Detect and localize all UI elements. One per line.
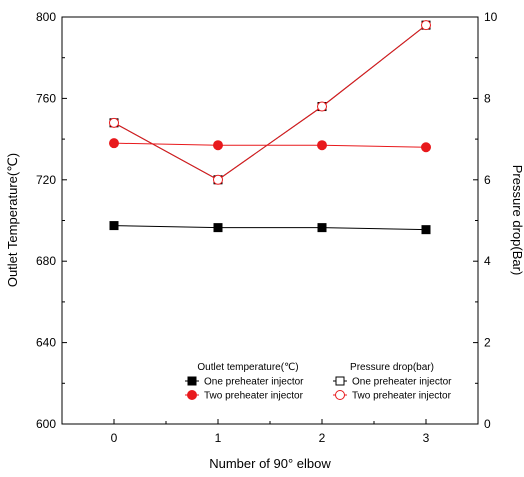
left-y-tick-label: 760	[36, 91, 56, 105]
series-layer	[109, 20, 431, 235]
series-line	[113, 24, 427, 181]
legend-marker	[335, 376, 345, 386]
left-y-tick-label: 800	[36, 10, 56, 24]
data-point	[421, 225, 431, 235]
right-y-tick-label: 2	[484, 336, 491, 350]
data-point	[109, 117, 119, 128]
right-y-tick-label: 0	[484, 417, 491, 431]
data-point	[317, 140, 327, 151]
legend-label: One preheater injector	[204, 377, 304, 388]
x-tick-label: 2	[319, 431, 326, 445]
legend-label: Two preheater injector	[352, 391, 452, 402]
series-line	[113, 24, 427, 181]
data-point	[421, 142, 431, 153]
legend-group-title: Pressure drop(bar)	[350, 362, 434, 373]
left-y-tick-label: 680	[36, 254, 56, 268]
right-y-tick-label: 6	[484, 173, 491, 187]
series-left-square	[109, 221, 431, 235]
series-left-circle	[109, 138, 431, 153]
left-y-axis-title: Outlet Temperature(℃)	[5, 153, 20, 287]
data-point	[213, 140, 223, 151]
x-tick-label: 0	[111, 431, 118, 445]
right-y-tick-label: 10	[484, 10, 498, 24]
right-y-tick-label: 4	[484, 254, 491, 268]
axis-ticks: 0 1 2 3 600 640 680 720 760 800 0 2 4 6 8 10	[36, 10, 498, 445]
data-point	[109, 221, 119, 231]
data-point	[109, 138, 119, 149]
legend-label: One preheater injector	[352, 377, 452, 388]
right-y-axis-title: Pressure drop(Bar)	[510, 165, 524, 276]
series-line	[113, 225, 427, 231]
data-point	[421, 20, 431, 31]
x-axis-title: Number of 90° elbow	[209, 456, 331, 471]
legend-label: Two preheater injector	[204, 391, 304, 402]
data-point	[213, 223, 223, 233]
data-point	[213, 174, 223, 185]
series-line	[113, 142, 427, 148]
series-right-square	[109, 20, 431, 185]
data-point	[317, 101, 327, 112]
x-tick-label: 1	[215, 431, 222, 445]
left-y-tick-label: 600	[36, 417, 56, 431]
data-point	[317, 223, 327, 233]
legend-group-title: Outlet temperature(℃)	[197, 362, 298, 373]
legend-marker	[335, 390, 345, 400]
left-y-tick-label: 720	[36, 173, 56, 187]
x-tick-label: 3	[423, 431, 430, 445]
left-y-tick-label: 640	[36, 336, 56, 350]
right-y-tick-label: 8	[484, 91, 491, 105]
legend-marker	[187, 390, 197, 400]
legend-marker	[187, 376, 197, 386]
series-right-circle	[109, 20, 431, 185]
legend: Outlet temperature(℃) One preheater injec…	[185, 362, 452, 402]
